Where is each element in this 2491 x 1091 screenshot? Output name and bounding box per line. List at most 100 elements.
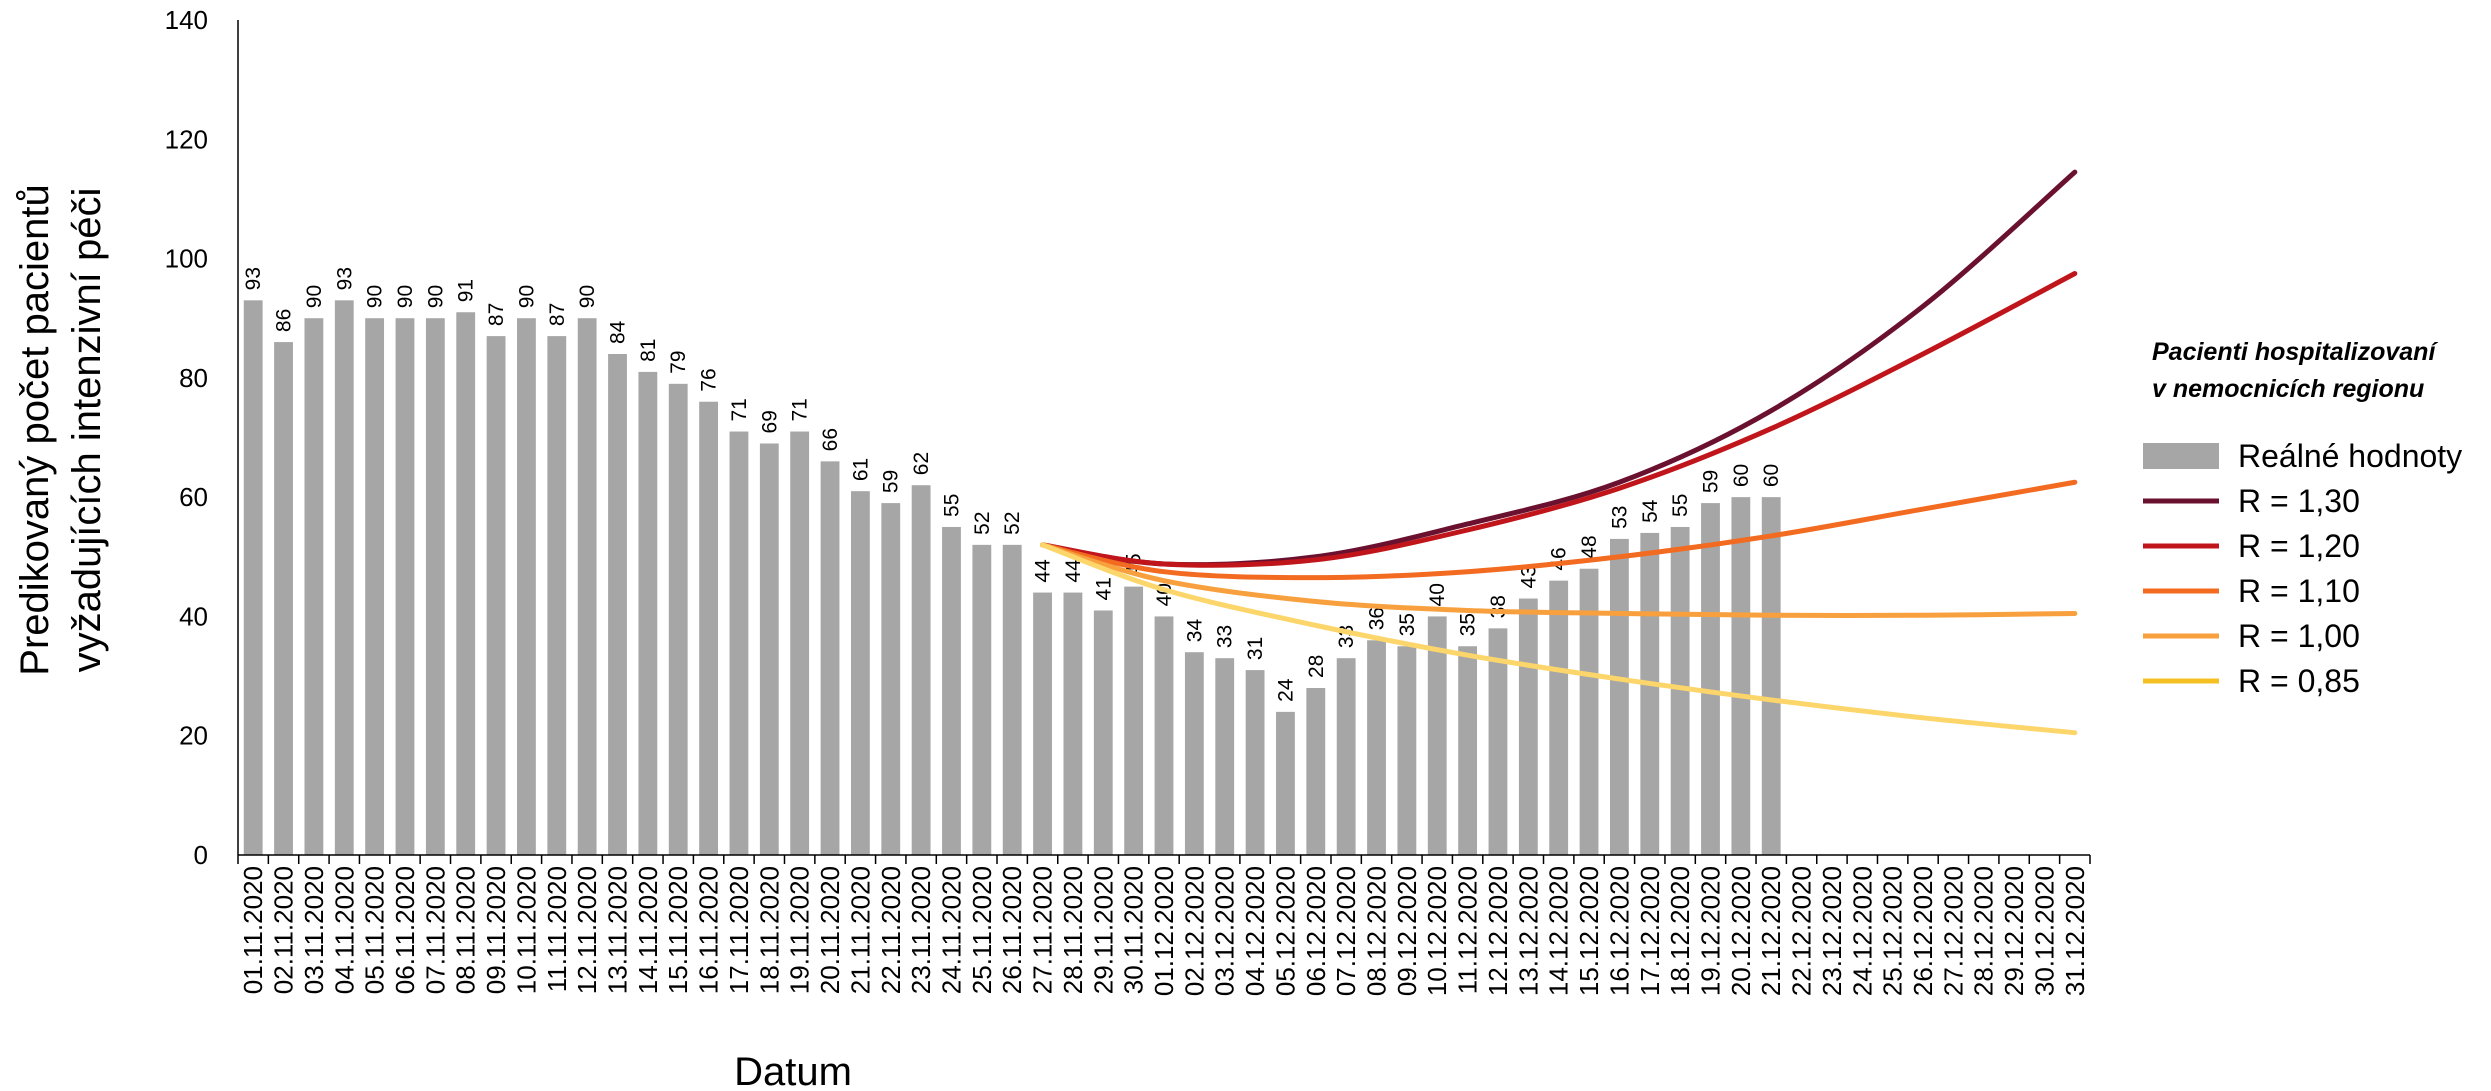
bar	[1124, 586, 1144, 855]
bar	[1367, 640, 1386, 855]
bar-value-label: 90	[303, 285, 326, 308]
x-tick-label: 26.11.2020	[997, 866, 1027, 994]
bar	[274, 342, 293, 856]
bar-value-label: 33	[1214, 625, 1237, 648]
bar	[547, 336, 567, 855]
bar	[942, 526, 961, 855]
bar-value-label: 91	[455, 279, 478, 302]
legend-item: R = 1,00	[2143, 618, 2360, 654]
bar-value-label: 60	[1730, 464, 1753, 487]
y-axis-title-line2: vyžadujících intenzivní péči	[65, 188, 109, 673]
legend-swatch	[2143, 443, 2219, 469]
x-tick-label: 26.12.2020	[1908, 866, 1938, 996]
bar-value-label: 43	[1517, 565, 1540, 588]
x-tick-label: 23.11.2020	[906, 866, 936, 994]
x-axis-ticks: 01.11.2020 02.11.2020 03.11.2020 04.11.2020…	[238, 866, 2090, 996]
x-tick-label: 16.11.2020	[694, 866, 724, 994]
bar	[699, 401, 719, 855]
bar	[1215, 658, 1235, 855]
x-tick-label: 01.12.2020	[1149, 866, 1179, 996]
bar-value-label: 41	[1092, 577, 1115, 600]
series-line	[1040, 542, 2078, 736]
bar	[1002, 544, 1022, 855]
bar	[486, 336, 506, 855]
x-tick-label: 27.11.2020	[1028, 866, 1058, 994]
bar	[365, 318, 385, 855]
bar-value-label: 90	[394, 285, 417, 308]
bar	[729, 431, 749, 855]
x-tick-label: 15.12.2020	[1574, 866, 1604, 996]
legend-item: R = 1,20	[2143, 528, 2360, 564]
x-tick-label: 27.12.2020	[1938, 866, 1968, 996]
bar-value-label: 90	[364, 285, 387, 308]
legend-label: Reálné hodnoty	[2238, 438, 2462, 474]
bar	[1761, 497, 1781, 855]
x-tick-label: 21.12.2020	[1756, 866, 1786, 996]
x-tick-label: 18.11.2020	[754, 866, 784, 994]
x-tick-label: 22.11.2020	[876, 866, 906, 994]
bar	[1245, 670, 1265, 855]
bar-value-label: 76	[698, 368, 721, 391]
x-tick-label: 11.11.2020	[542, 866, 572, 992]
x-tick-label: 14.12.2020	[1544, 866, 1574, 996]
bar	[638, 371, 658, 855]
legend-label: R = 0,85	[2238, 663, 2360, 699]
bar	[1427, 616, 1447, 855]
x-tick-label: 25.11.2020	[967, 866, 997, 994]
legend-item: Reálné hodnoty	[2143, 438, 2462, 474]
x-tick-label: 07.11.2020	[420, 866, 450, 994]
x-tick-label: 24.11.2020	[936, 866, 966, 994]
bar	[972, 544, 992, 855]
bar	[1579, 568, 1599, 855]
bar	[1184, 652, 1204, 855]
legend: Pacienti hospitalizovaní v nemocnicích r…	[2143, 338, 2462, 699]
y-tick-label: 100	[165, 244, 208, 274]
x-tick-label: 13.11.2020	[603, 866, 633, 994]
x-tick-label: 17.12.2020	[1635, 866, 1665, 996]
bar	[1670, 526, 1690, 855]
x-tick-label: 28.11.2020	[1058, 866, 1088, 994]
bar-value-label: 40	[1426, 583, 1449, 606]
bar-value-label: 93	[242, 267, 265, 290]
legend-label: R = 1,30	[2238, 483, 2360, 519]
legend-title-line2: v nemocnicích regionu	[2152, 375, 2424, 403]
bar	[608, 354, 627, 855]
series-line	[1040, 479, 2078, 581]
x-tick-label: 06.11.2020	[390, 866, 420, 994]
bar	[1397, 646, 1417, 855]
bar	[1640, 532, 1660, 855]
bar	[456, 312, 476, 855]
series-line	[1040, 542, 2078, 618]
bar-value-label: 46	[1548, 547, 1571, 570]
x-tick-label: 28.12.2020	[1969, 866, 1999, 996]
legend-item: R = 0,85	[2143, 663, 2360, 699]
x-tick-label: 02.11.2020	[269, 866, 299, 994]
x-tick-label: 19.11.2020	[785, 866, 815, 994]
bar	[820, 461, 840, 855]
bar-value-label: 59	[1699, 470, 1722, 493]
bar-value-label: 69	[758, 410, 781, 433]
bar-value-label: 90	[515, 285, 538, 308]
legend-label: R = 1,10	[2238, 573, 2360, 609]
bar-value-label: 60	[1760, 464, 1783, 487]
bar-value-label: 90	[576, 285, 599, 308]
bar-value-label: 35	[1457, 613, 1480, 636]
bar	[1701, 503, 1720, 855]
x-tick-label: 16.12.2020	[1604, 866, 1634, 996]
x-tick-label: 30.12.2020	[2029, 866, 2059, 996]
bar-value-label: 35	[1396, 613, 1419, 636]
x-axis-title: Datum	[734, 1050, 852, 1091]
bar	[759, 443, 779, 855]
y-tick-label: 80	[179, 363, 208, 393]
y-tick-label: 40	[179, 601, 208, 631]
x-tick-label: 06.12.2020	[1301, 866, 1331, 996]
data-labels: 93 86 90 93 90 90 90 91 87 90 87 90 84 81 79 76 71 69 71 66…	[242, 267, 1783, 702]
bar-value-label: 48	[1578, 535, 1601, 558]
bar	[1518, 598, 1538, 855]
x-tick-label: 22.12.2020	[1787, 866, 1817, 996]
legend-label: R = 1,20	[2238, 528, 2360, 564]
x-tick-label: 09.11.2020	[481, 866, 511, 994]
x-tick-label: 29.11.2020	[1088, 866, 1118, 994]
bar	[517, 318, 536, 855]
